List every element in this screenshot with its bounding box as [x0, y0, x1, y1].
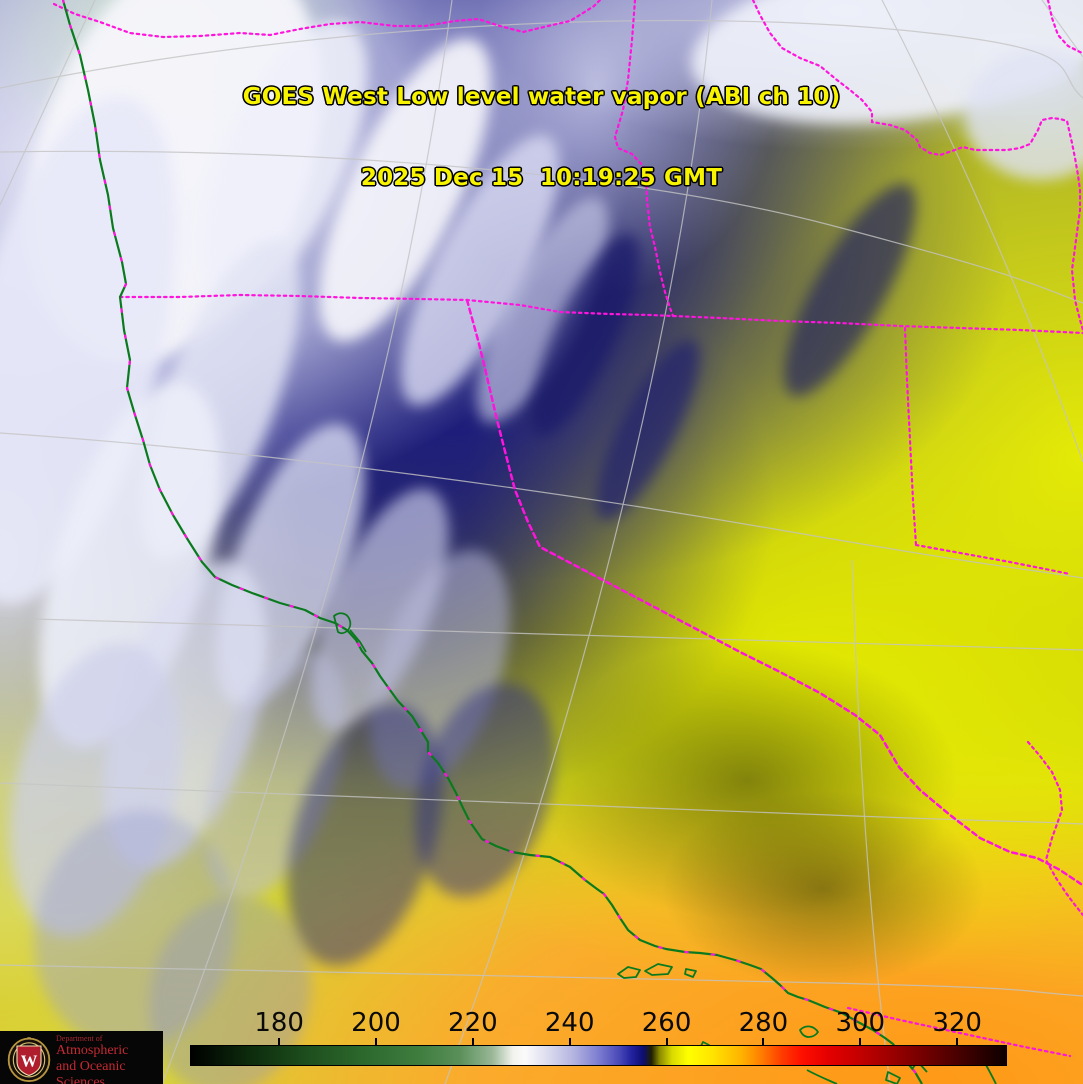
colorbar-tick: [278, 1038, 281, 1046]
channel-islands: [617, 963, 901, 1084]
colorbar-tick-label: 180: [254, 1008, 304, 1038]
cloud-streak: [965, 50, 1083, 180]
longitude-line: [444, 0, 713, 1084]
colorbar-tick: [568, 1038, 571, 1046]
colorbar-tick: [956, 1038, 959, 1046]
border-topright: [1046, 0, 1083, 55]
longitude-line: [0, 0, 96, 206]
latitude-line: [0, 150, 1083, 304]
logo-name-line2: and Oceanic Sciences: [56, 1059, 126, 1084]
colorbar-tick-label: 200: [351, 1008, 401, 1038]
border-nevada-utah: [903, 326, 918, 547]
colorbar-tick-label: 320: [932, 1008, 982, 1038]
colorbar-tick-label: 280: [738, 1008, 789, 1038]
title-line-2: 2025 Dec 15 10:19:25 GMT: [360, 165, 723, 191]
border-utah-arizona: [914, 543, 1072, 576]
latitude-line: [0, 617, 1083, 651]
longitude-line: [851, 559, 891, 1084]
colorbar-tick-label: 240: [544, 1008, 595, 1038]
colorbar: 180 200 220 240 260 280 300 320: [190, 1008, 1007, 1066]
colorbar-tick: [762, 1038, 765, 1046]
border-columbia: [52, 0, 602, 39]
state-borders: [52, 0, 1083, 1058]
latitude-line: [0, 432, 1083, 579]
logo-dept-label: Department of: [56, 1034, 103, 1043]
coastline: [61, 0, 997, 1084]
latitude-line: [0, 964, 1083, 997]
title-line-1: GOES West Low level water vapor (ABI ch …: [242, 84, 841, 110]
logo-name-line1: Atmospheric: [56, 1043, 129, 1058]
uw-crest-icon: W: [7, 1037, 51, 1082]
longitude-line: [1041, 0, 1083, 58]
colorbar-tick: [665, 1038, 668, 1046]
longitude-line: [161, 0, 453, 1084]
colorbar-tick-label: 260: [641, 1008, 692, 1038]
colorbar-tick: [859, 1038, 862, 1046]
border-idaho-west: [613, 0, 675, 318]
sf-bay: [333, 612, 367, 653]
uw-aos-logo: W Department of Atmospheric and Oceanic …: [0, 1031, 163, 1084]
colorbar-tick-label: 220: [448, 1008, 498, 1038]
border-california-nevada: [465, 298, 1083, 886]
border-42n: [118, 293, 1083, 335]
coast-border-dots: [61, 0, 924, 1084]
svg-text:W: W: [21, 1051, 38, 1070]
longitude-line: [881, 0, 1083, 463]
colorbar-tick: [471, 1038, 474, 1046]
image-title: GOES West Low level water vapor (ABI ch …: [0, 30, 1083, 246]
colorbar-ticks: 180 200 220 240 260 280 300 320: [191, 1008, 1006, 1065]
latitude-line: [0, 19, 1083, 99]
border-idaho-east: [751, 0, 1083, 332]
border-baja-hook: [1026, 740, 1083, 917]
colorbar-tick: [374, 1038, 377, 1046]
border-us-mexico: [846, 1006, 1072, 1058]
colorbar-tick-label: 300: [835, 1008, 886, 1038]
